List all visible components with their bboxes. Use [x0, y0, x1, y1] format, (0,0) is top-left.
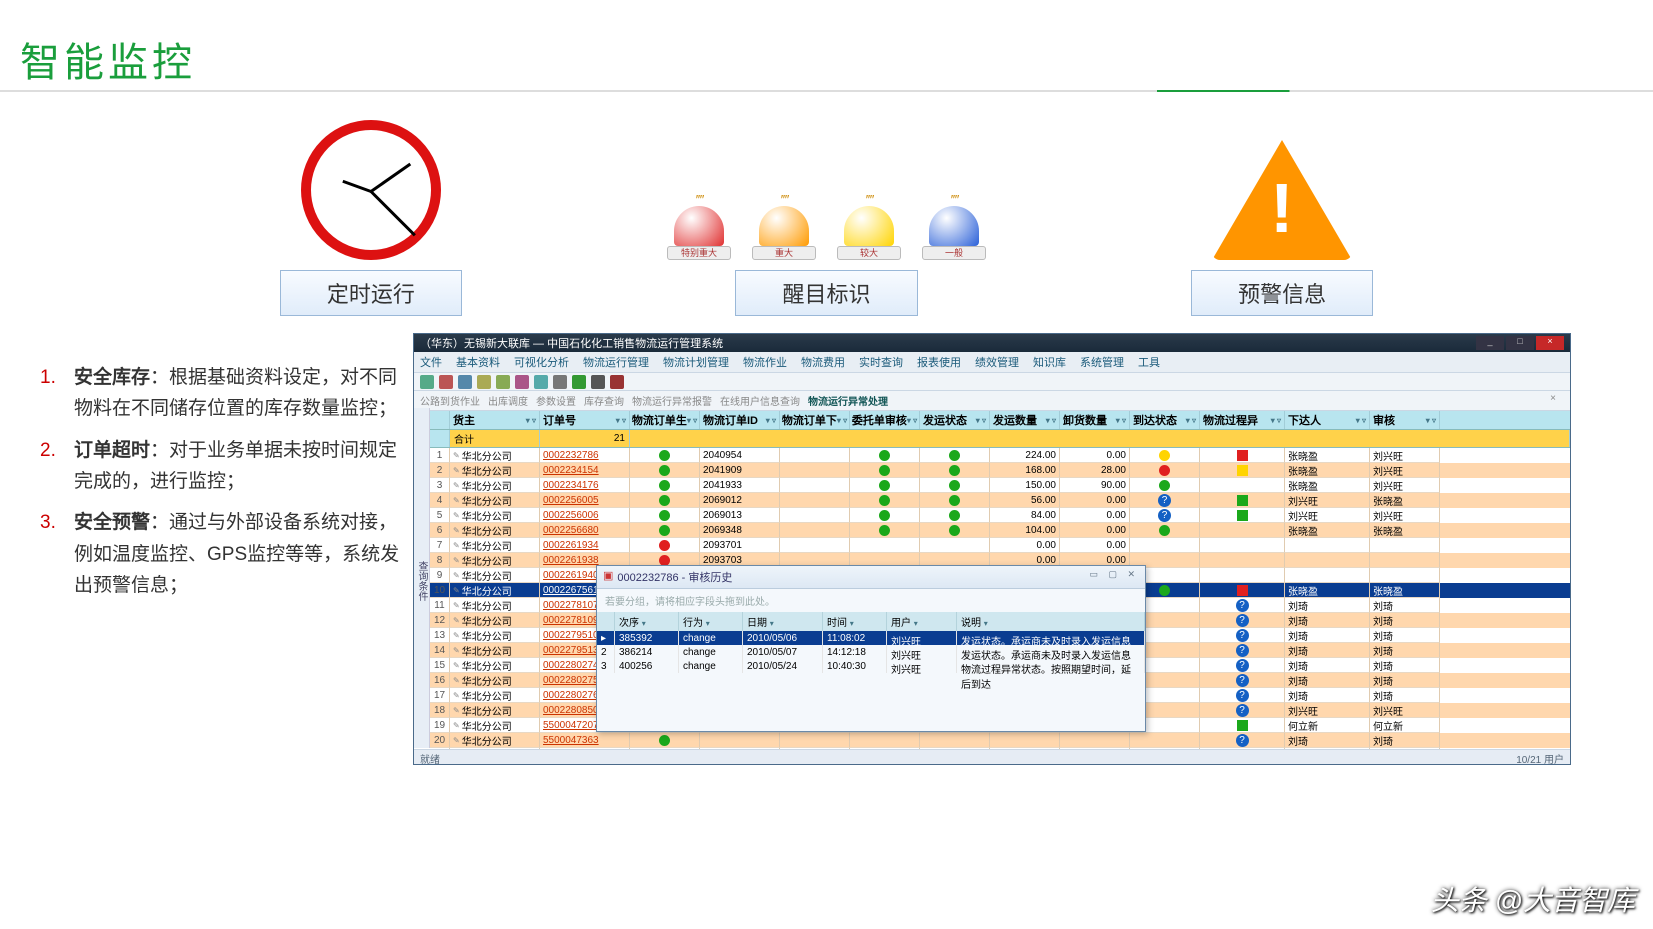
- column-header[interactable]: 卸货数量▾ ▿: [1060, 411, 1130, 429]
- status-right: 10/21 用户: [1516, 751, 1564, 763]
- tab-item[interactable]: 物流运行异常处理: [808, 397, 888, 408]
- history-popup[interactable]: ▣ 0002232786 - 审核历史 ▭ ▢ ✕ 若要分组，请将相应字段头拖到…: [596, 565, 1146, 732]
- sum-count: 21: [540, 430, 630, 447]
- title-rule: [0, 90, 1653, 92]
- menu-item[interactable]: 知识库: [1033, 354, 1066, 370]
- feature-item: 3.安全预警：通过与外部设备系统对接，例如温度监控、GPS监控等等，系统发出预警…: [40, 507, 400, 601]
- icon-row: 定时运行 ′ ′ ′ ′ 特别重大 ′ ′ ′ ′ 重大 ′ ′ ′ ′ 较大 …: [0, 120, 1653, 316]
- table-row[interactable]: 4 ✎华北分公司 0002256005 2069012 56.00 0.00 ?…: [430, 493, 1570, 508]
- window-buttons[interactable]: _ □ ×: [1476, 336, 1564, 350]
- column-header[interactable]: 物流订单下▾ ▿: [780, 411, 850, 429]
- popup-row[interactable]: 2 386214 change 2010/05/07 14:12:18 刘兴旺 …: [597, 645, 1145, 659]
- caption-warn: 预警信息: [1191, 270, 1373, 316]
- popup-column-header[interactable]: 用户 ▾: [887, 612, 957, 631]
- feature-list: 1.安全库存：根据基础资料设定，对不同物料在不同储存位置的库存数量监控； 2.订单…: [40, 362, 400, 611]
- clock-icon: [301, 120, 441, 260]
- menu-item[interactable]: 基本资料: [456, 354, 500, 370]
- close-button[interactable]: ×: [1536, 336, 1564, 350]
- column-header[interactable]: 审核▾ ▿: [1370, 411, 1440, 429]
- popup-column-header[interactable]: 次序 ▾: [615, 612, 679, 631]
- min-button[interactable]: _: [1476, 336, 1504, 350]
- table-row[interactable]: 7 ✎华北分公司 0002261934 2093701 0.00 0.00: [430, 538, 1570, 553]
- menu-item[interactable]: 系统管理: [1080, 354, 1124, 370]
- popup-hint: 若要分组，请将相应字段头拖到此处。: [597, 589, 1145, 612]
- table-row[interactable]: 6 ✎华北分公司 0002256680 2069348 104.00 0.00 …: [430, 523, 1570, 538]
- sidebar-strip[interactable]: 查询条件: [414, 408, 430, 748]
- column-header[interactable]: 物流订单ID▾ ▿: [700, 411, 780, 429]
- caption-timer: 定时运行: [280, 270, 462, 316]
- table-row[interactable]: 1 ✎华北分公司 0002232786 2040954 224.00 0.00 …: [430, 448, 1570, 463]
- column-header[interactable]: 委托单审核▾ ▿: [850, 411, 920, 429]
- popup-column-header[interactable]: 时间 ▾: [823, 612, 887, 631]
- tab-item[interactable]: 公路到货作业: [420, 397, 480, 408]
- tab-item[interactable]: 库存查询: [584, 397, 624, 408]
- tab-close-icon[interactable]: ×: [1550, 393, 1556, 404]
- popup-title: 0002232786 - 审核历史: [617, 569, 732, 585]
- column-header[interactable]: 发运数量▾ ▿: [990, 411, 1060, 429]
- tab-item[interactable]: 在线用户信息查询: [720, 397, 800, 408]
- watermark: 头条 @大音智库: [1431, 879, 1635, 919]
- sum-label: 合计: [450, 430, 540, 447]
- column-header[interactable]: 货主▾ ▿: [450, 411, 540, 429]
- table-row[interactable]: 2 ✎华北分公司 0002234154 2041909 168.00 28.00…: [430, 463, 1570, 478]
- column-header[interactable]: 发运状态▾ ▿: [920, 411, 990, 429]
- menu-item[interactable]: 工具: [1138, 354, 1160, 370]
- menu-item[interactable]: 文件: [420, 354, 442, 370]
- popup-window-buttons[interactable]: ▭ ▢ ✕: [1089, 569, 1139, 585]
- menu-item[interactable]: 物流费用: [801, 354, 845, 370]
- menu-item[interactable]: 可视化分析: [514, 354, 569, 370]
- menu-bar[interactable]: 文件基本资料可视化分析物流运行管理物流计划管理物流作业物流费用实时查询报表使用绩…: [414, 352, 1570, 373]
- column-header[interactable]: 下达人▾ ▿: [1285, 411, 1370, 429]
- timer-block: 定时运行: [280, 120, 462, 316]
- app-title: （华东）无锡新大联库 — 中国石化化工销售物流运行管理系统: [420, 335, 723, 351]
- alarm-light-icon: ′ ′ ′ ′ 较大: [832, 182, 907, 260]
- menu-item[interactable]: 实时查询: [859, 354, 903, 370]
- column-header[interactable]: 订单号▾ ▿: [540, 411, 630, 429]
- column-header[interactable]: 到达状态▾ ▿: [1130, 411, 1200, 429]
- popup-row[interactable]: ▸ 1 385392 change 2010/05/06 11:08:02 刘兴…: [597, 631, 1145, 645]
- menu-item[interactable]: 报表使用: [917, 354, 961, 370]
- title-bar: （华东）无锡新大联库 — 中国石化化工销售物流运行管理系统 _ □ ×: [414, 334, 1570, 352]
- alarm-light-icon: ′ ′ ′ ′ 重大: [747, 182, 822, 260]
- popup-column-header[interactable]: 行为 ▾: [679, 612, 743, 631]
- menu-item[interactable]: 物流作业: [743, 354, 787, 370]
- table-row[interactable]: 3 ✎华北分公司 0002234176 2041933 150.00 90.00…: [430, 478, 1570, 493]
- tab-item[interactable]: 物流运行异常报警: [632, 397, 712, 408]
- tab-bar[interactable]: 公路到货作业出库调度参数设置库存查询物流运行异常报警在线用户信息查询物流运行异常…: [414, 391, 1570, 411]
- feature-item: 1.安全库存：根据基础资料设定，对不同物料在不同储存位置的库存数量监控；: [40, 362, 400, 425]
- status-bar: 就绪 10/21 用户: [414, 749, 1570, 764]
- column-header[interactable]: 物流过程异▾ ▿: [1200, 411, 1285, 429]
- table-row[interactable]: 20 ✎华北分公司 5500047363 ? 刘琦 刘琦: [430, 733, 1570, 748]
- popup-column-header[interactable]: 日期 ▾: [743, 612, 823, 631]
- toolbar[interactable]: [414, 373, 1570, 391]
- tab-item[interactable]: 出库调度: [488, 397, 528, 408]
- status-left: 就绪: [420, 751, 440, 763]
- popup-column-header[interactable]: 说明 ▾: [957, 612, 1145, 631]
- menu-item[interactable]: 物流运行管理: [583, 354, 649, 370]
- warning-icon: [1212, 140, 1352, 260]
- feature-item: 2.订单超时：对于业务单据未按时间规定完成的，进行监控；: [40, 435, 400, 498]
- alarm-light-icon: ′ ′ ′ ′ 特别重大: [662, 182, 737, 260]
- caption-lights: 醒目标识: [735, 270, 917, 316]
- table-row[interactable]: 5 ✎华北分公司 0002256006 2069013 84.00 0.00 ?…: [430, 508, 1570, 523]
- warn-block: 预警信息: [1191, 140, 1373, 316]
- alarm-light-icon: ′ ′ ′ ′ 一般: [917, 182, 992, 260]
- tab-item[interactable]: 参数设置: [536, 397, 576, 408]
- popup-row[interactable]: 3 400256 change 2010/05/24 10:40:30 刘兴旺 …: [597, 659, 1145, 673]
- slide-title: 智能监控: [20, 30, 196, 88]
- max-button[interactable]: □: [1506, 336, 1534, 350]
- menu-item[interactable]: 物流计划管理: [663, 354, 729, 370]
- column-header[interactable]: 物流订单生▾ ▿: [630, 411, 700, 429]
- lights-block: ′ ′ ′ ′ 特别重大 ′ ′ ′ ′ 重大 ′ ′ ′ ′ 较大 ′ ′ ′…: [662, 182, 992, 316]
- menu-item[interactable]: 绩效管理: [975, 354, 1019, 370]
